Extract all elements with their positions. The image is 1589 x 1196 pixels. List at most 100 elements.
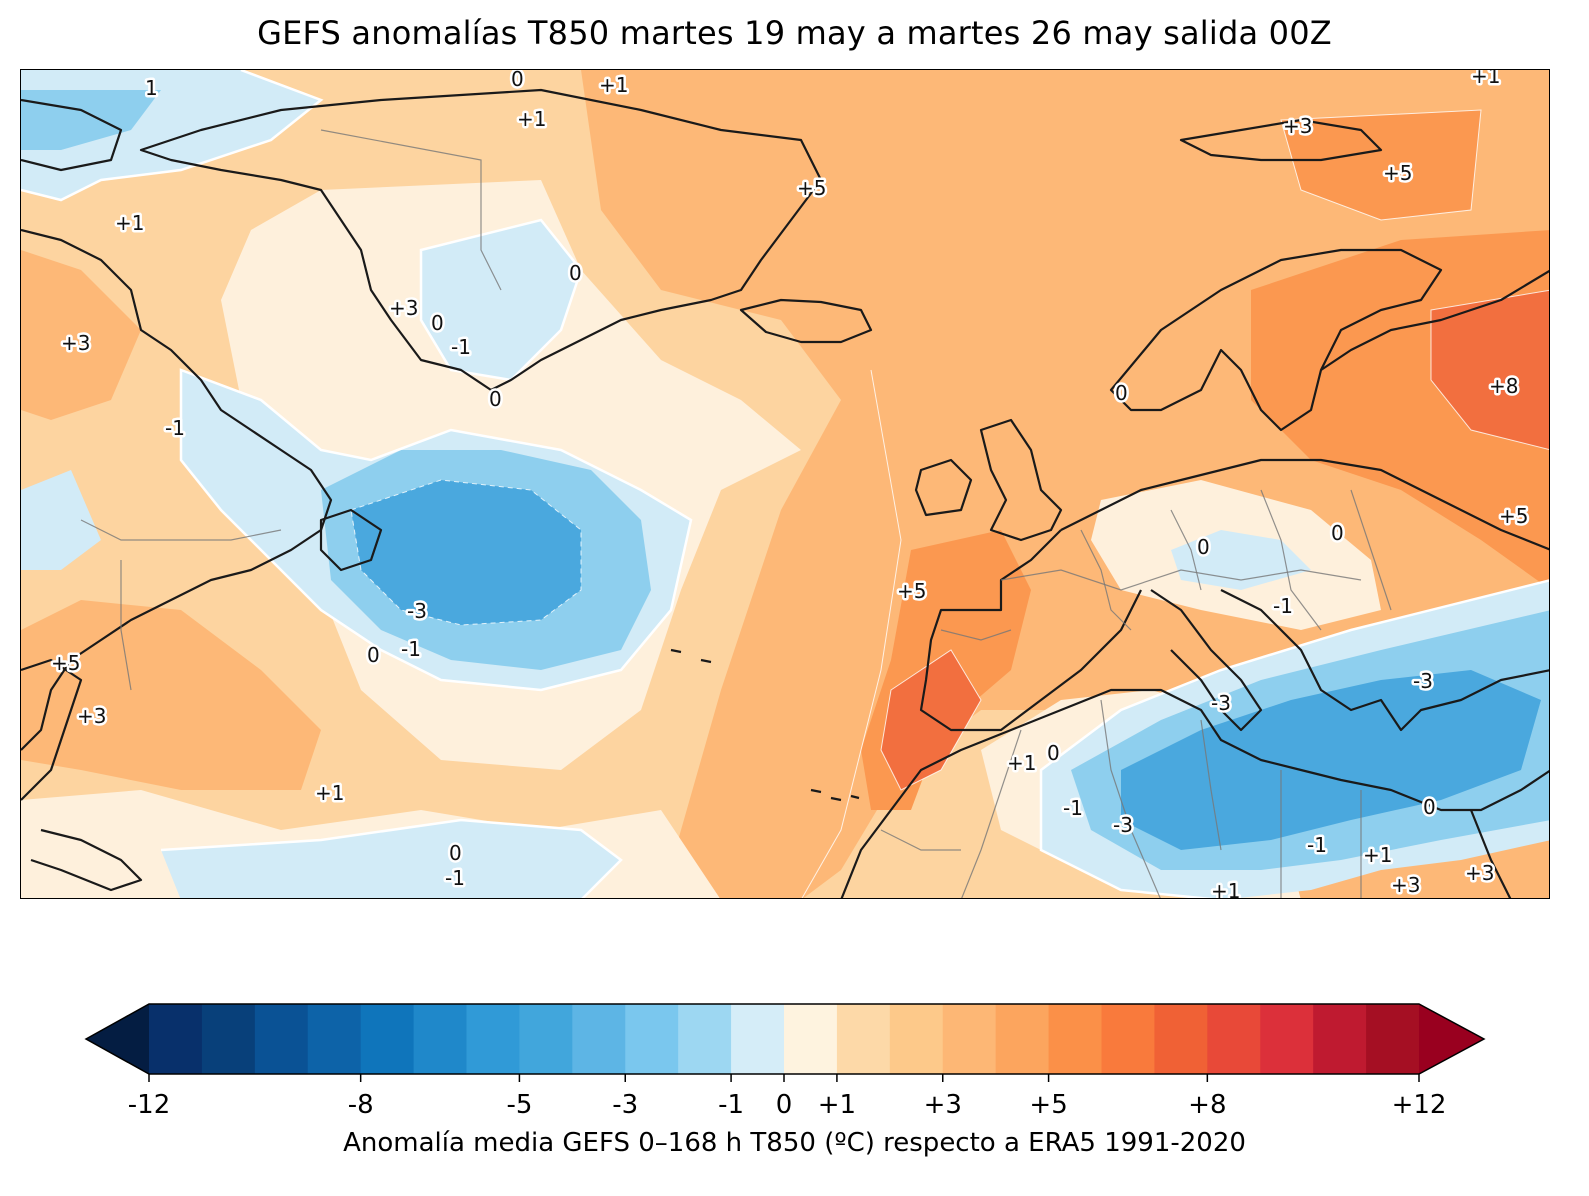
contour-label: 0 bbox=[1115, 381, 1128, 405]
contour-label: -1 bbox=[1063, 796, 1083, 820]
contour-label: -1 bbox=[1307, 833, 1327, 857]
contour-label: 0 bbox=[489, 387, 502, 411]
colorbar-tick-label: -1 bbox=[718, 1090, 745, 1120]
contour-label: 0 bbox=[1047, 741, 1060, 765]
colorbar-bin bbox=[1048, 1004, 1103, 1074]
border-line bbox=[961, 729, 1022, 898]
colorbar-bin bbox=[942, 1004, 997, 1074]
coast-north-africa bbox=[840, 688, 1549, 898]
colorbar-bin bbox=[413, 1004, 468, 1074]
colorbar-bin bbox=[360, 1004, 415, 1074]
contour-label: +1 bbox=[1211, 879, 1240, 899]
contour-label: +5 bbox=[1499, 504, 1528, 528]
coast-italy bbox=[1150, 589, 1263, 732]
thin-contour bbox=[880, 649, 982, 791]
coast-europe bbox=[1060, 458, 1549, 551]
map-title: GEFS anomalías T850 martes 19 may a mart… bbox=[257, 14, 1332, 52]
coast-iberia-france bbox=[919, 529, 1142, 732]
colorbar-bin bbox=[519, 1004, 573, 1074]
coast-baffin bbox=[21, 98, 123, 172]
contour-label: -1 bbox=[1273, 594, 1293, 618]
coast-iceland bbox=[739, 298, 873, 344]
colorbar-ticks bbox=[148, 1074, 1420, 1082]
contour-labels: 1 0 +1 +1 +1 +5 +3 +5 +1 +3 -3 0 -1 0 0 … bbox=[49, 70, 1531, 899]
colorbar-bin bbox=[1313, 1004, 1367, 1074]
border-line bbox=[940, 629, 1012, 641]
colorbar-bin bbox=[254, 1004, 309, 1074]
anomaly-region-cool bbox=[1171, 530, 1311, 590]
border-line bbox=[1200, 719, 1222, 851]
contour-label: 0 bbox=[569, 261, 582, 285]
contour-label: +3 bbox=[389, 296, 418, 320]
anomaly-map-canvas: 1 0 +1 +1 +1 +5 +3 +5 +1 +3 -3 0 -1 0 0 … bbox=[21, 70, 1549, 899]
coast-us-east bbox=[21, 658, 83, 801]
contour-label: +5 bbox=[897, 579, 926, 603]
border-line bbox=[880, 829, 961, 851]
contour-label: +3 bbox=[1283, 114, 1312, 138]
colorbar-tick-label: -3 bbox=[612, 1090, 639, 1120]
colorbar-bin bbox=[731, 1004, 785, 1074]
border-line bbox=[1000, 569, 1362, 591]
contour-label: -1 bbox=[445, 866, 465, 890]
coast-britain bbox=[979, 418, 1063, 542]
contour-label: +5 bbox=[1383, 161, 1412, 185]
contour-label: -1 bbox=[451, 335, 471, 359]
zero-contour bbox=[419, 218, 583, 382]
anomaly-region-very-hot bbox=[881, 650, 981, 790]
colorbar-bin bbox=[1366, 1004, 1420, 1074]
contour-label: 0 bbox=[367, 643, 380, 667]
border-line bbox=[1080, 529, 1132, 631]
anomaly-region-warm bbox=[21, 600, 321, 790]
colorbar-bin bbox=[1207, 1004, 1261, 1074]
anomaly-region-colder bbox=[1121, 670, 1541, 850]
colorbar-bin bbox=[466, 1004, 521, 1074]
anomaly-region-warm bbox=[21, 250, 141, 420]
border-line bbox=[120, 560, 132, 691]
anomaly-region-very-hot bbox=[1431, 290, 1549, 450]
colorbar-bins bbox=[149, 1004, 1420, 1074]
zero-contour bbox=[21, 70, 324, 202]
colorbar-bin bbox=[625, 1004, 679, 1074]
contour-label: +3 bbox=[77, 704, 106, 728]
border-line bbox=[1350, 489, 1392, 611]
contour-label: +1 bbox=[517, 107, 546, 131]
anomaly-region-hot bbox=[1281, 110, 1481, 220]
coast-greenland bbox=[139, 88, 823, 392]
coast-ireland bbox=[914, 458, 973, 517]
contour-label: 0 bbox=[511, 70, 524, 91]
anomaly-region-cool bbox=[21, 470, 101, 570]
colorbar-bin bbox=[1101, 1004, 1156, 1074]
borders bbox=[80, 129, 1392, 898]
contour-label: -3 bbox=[407, 599, 427, 623]
contour-label: -3 bbox=[1211, 691, 1231, 715]
anomaly-region-cool bbox=[421, 220, 581, 380]
colorbar-tick-label: 0 bbox=[775, 1090, 793, 1120]
contour-label: 0 bbox=[1423, 795, 1436, 819]
thin-contour bbox=[1430, 289, 1549, 451]
contour-label: +1 bbox=[1363, 843, 1392, 867]
colorbar-bin bbox=[149, 1004, 203, 1074]
colorbar-bin bbox=[572, 1004, 626, 1074]
coast-canaries bbox=[810, 788, 860, 802]
colorbar-bin bbox=[995, 1004, 1050, 1074]
zero-contour bbox=[1039, 579, 1549, 898]
coast-finland-russia bbox=[1320, 269, 1549, 371]
colorbar-bin bbox=[201, 1004, 256, 1074]
colorbar-bin bbox=[1154, 1004, 1208, 1074]
colorbar-bin bbox=[784, 1004, 838, 1074]
contour-label: +3 bbox=[61, 331, 90, 355]
zero-contour bbox=[160, 818, 623, 898]
colorbar-bin bbox=[307, 1004, 362, 1074]
contour-label: -1 bbox=[401, 637, 421, 661]
colorbar-bin bbox=[678, 1004, 732, 1074]
border-line bbox=[80, 519, 282, 541]
contour-label: -3 bbox=[1113, 813, 1133, 837]
colorbar-tick-label: +1 bbox=[817, 1090, 857, 1120]
contour-label: +1 bbox=[599, 73, 628, 97]
coast-canada bbox=[21, 228, 333, 751]
colorbar-label: Anomalía media GEFS 0–168 h T850 (ºC) re… bbox=[343, 1128, 1246, 1158]
coast-egypt bbox=[1469, 809, 1512, 898]
border-line bbox=[1170, 509, 1202, 591]
colorbar-bin bbox=[889, 1004, 944, 1074]
border-line bbox=[320, 129, 502, 291]
